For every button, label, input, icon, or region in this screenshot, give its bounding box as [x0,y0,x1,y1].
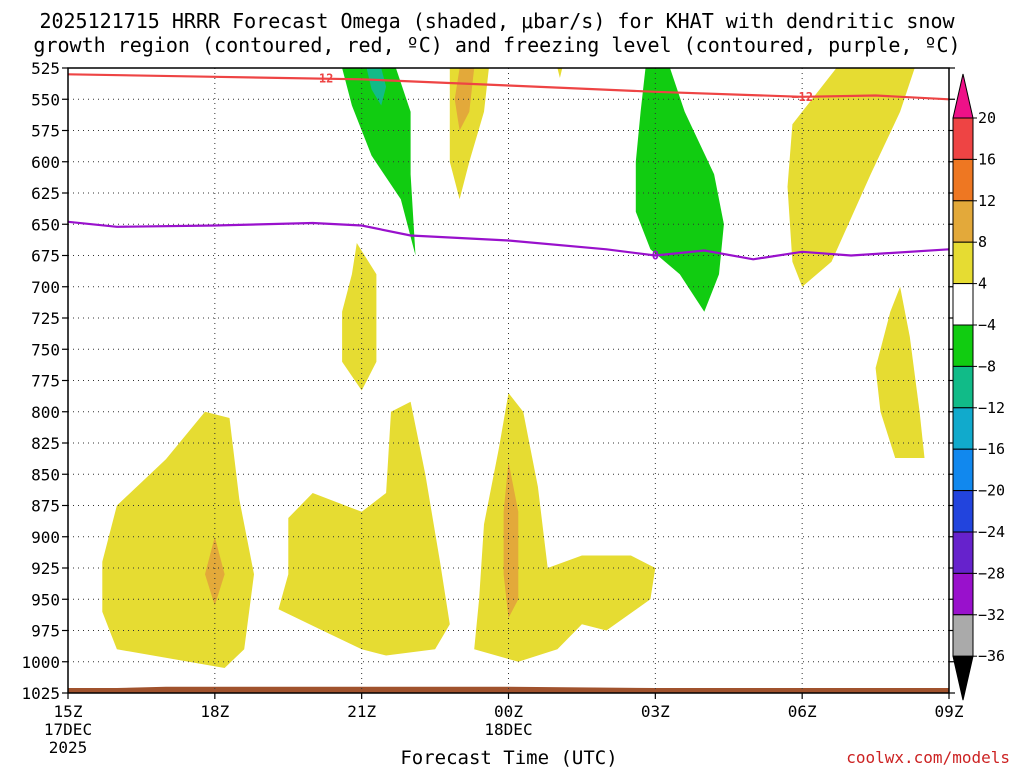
colorbar-label-10: −24 [978,523,1005,541]
y-tick-label-700: 700 [31,278,60,297]
contour-freezing-0-line [68,220,949,261]
colorbar-swatch-11 [952,531,974,574]
omega-shading [68,68,949,693]
chart-title-line2: growth region (contoured, red, ºC) and f… [33,33,960,57]
colorbar-swatch-5 [952,283,974,326]
omega-region-yellow-low-3 [474,393,656,662]
colorbar-swatch-1 [952,117,974,160]
surface-terrain [68,686,949,693]
svg-text:−12: −12 [312,72,334,86]
colorbar-swatch-12 [952,572,974,616]
contour-dgz-minus12-label-1: −12 [791,90,813,104]
colorbar-label-3: 8 [978,233,987,251]
y-tick-label-1025: 1025 [21,684,60,703]
y-tick-label-925: 925 [31,559,60,578]
y-tick-label-775: 775 [31,372,60,391]
x-axis-label: Forecast Time (UTC) [400,747,617,768]
colorbar-swatch-10 [952,490,974,533]
colorbar-label-0: 20 [978,109,996,127]
x-tick-date-15Z: 17DEC [44,720,92,739]
y-tick-label-850: 850 [31,465,60,484]
omega-region-teal-upper-left [366,68,387,106]
chart-title-line1: 2025121715 HRRR Forecast Omega (shaded, … [39,9,955,33]
y-tick-label-575: 575 [31,122,60,141]
colorbar-label-9: −20 [978,482,1005,500]
contour-lines: −12 −12 0 [68,72,949,263]
y-tick-label-525: 525 [31,59,60,78]
y-tick-label-900: 900 [31,528,60,547]
contour-dgz-minus12-line [68,73,949,101]
colorbar-swatch-6 [952,324,974,367]
omega-region-yellow-low-1 [102,411,254,668]
colorbar-bottom-triangle [952,655,974,701]
x-tick-label-18Z: 18Z [200,702,229,721]
omega-region-orange-low-1 [205,536,225,606]
x-tick-label-21Z: 21Z [347,702,376,721]
y-tick-label-550: 550 [31,90,60,109]
y-tick-label-675: 675 [31,247,60,266]
x-tick-label-06Z: 06Z [788,702,817,721]
colorbar-top-triangle [952,73,974,119]
colorbar-label-13: −36 [978,647,1005,665]
colorbar-swatch-9 [952,448,974,492]
y-tick-label-800: 800 [31,403,60,422]
colorbar-swatch-2 [952,158,974,202]
colorbar-swatch-7 [952,365,974,409]
y-axis-pressure: 525 550 575 600 625 650 675 700 725 750 775 800 825 8… [21,59,955,703]
x-tick-year-15Z: 2025 [49,738,88,757]
omega-region-yellow-small-top [557,68,563,78]
colorbar-swatch-13 [952,614,974,657]
y-tick-label-975: 975 [31,622,60,641]
y-tick-label-1000: 1000 [21,653,60,672]
y-tick-label-875: 875 [31,497,60,516]
omega-region-yellow-mid-left [342,243,377,391]
omega-region-yellow-low-2 [278,401,450,656]
colorbar-swatch-3 [952,200,974,243]
y-tick-label-750: 750 [31,340,60,359]
colorbar-label-11: −28 [978,564,1005,582]
omega-region-yellow-mid-right [875,286,925,458]
colorbar-label-5: −4 [978,316,996,334]
svg-text:0: 0 [652,249,659,263]
x-tick-label-00Z: 00Z [494,702,523,721]
grid-lines [68,68,949,693]
x-tick-date-00Z: 18DEC [484,720,532,739]
y-tick-label-725: 725 [31,309,60,328]
contour-dgz-minus12-label-0: −12 [312,72,334,86]
colorbar-swatch-4 [952,241,974,285]
colorbar-label-2: 12 [978,192,996,210]
colorbar-label-12: −32 [978,606,1005,624]
colorbar-swatch-8 [952,407,974,450]
omega-region-green-upper-right [635,68,724,312]
y-tick-label-650: 650 [31,215,60,234]
x-tick-label-15Z: 15Z [54,702,83,721]
x-tick-label-09Z: 09Z [935,702,964,721]
colorbar-label-4: 4 [978,275,987,293]
omega-region-orange-low-3 [503,461,519,618]
svg-text:−12: −12 [791,90,813,104]
omega-region-yellow-upper-right [787,68,915,287]
colorbar-label-7: −12 [978,399,1005,417]
colorbar-label-1: 16 [978,150,996,168]
y-tick-label-825: 825 [31,434,60,453]
y-tick-label-950: 950 [31,590,60,609]
y-tick-label-600: 600 [31,153,60,172]
y-tick-label-625: 625 [31,184,60,203]
credit-link[interactable]: coolwx.com/models [846,748,1010,767]
contour-freezing-0-label-0: 0 [652,249,659,263]
colorbar: 20 16 12 8 4 −4 −8 −12 −16 −20 −24 −28 −32 −36 [952,73,1005,701]
colorbar-label-6: −8 [978,357,996,375]
colorbar-label-8: −16 [978,440,1005,458]
x-tick-label-03Z: 03Z [641,702,670,721]
